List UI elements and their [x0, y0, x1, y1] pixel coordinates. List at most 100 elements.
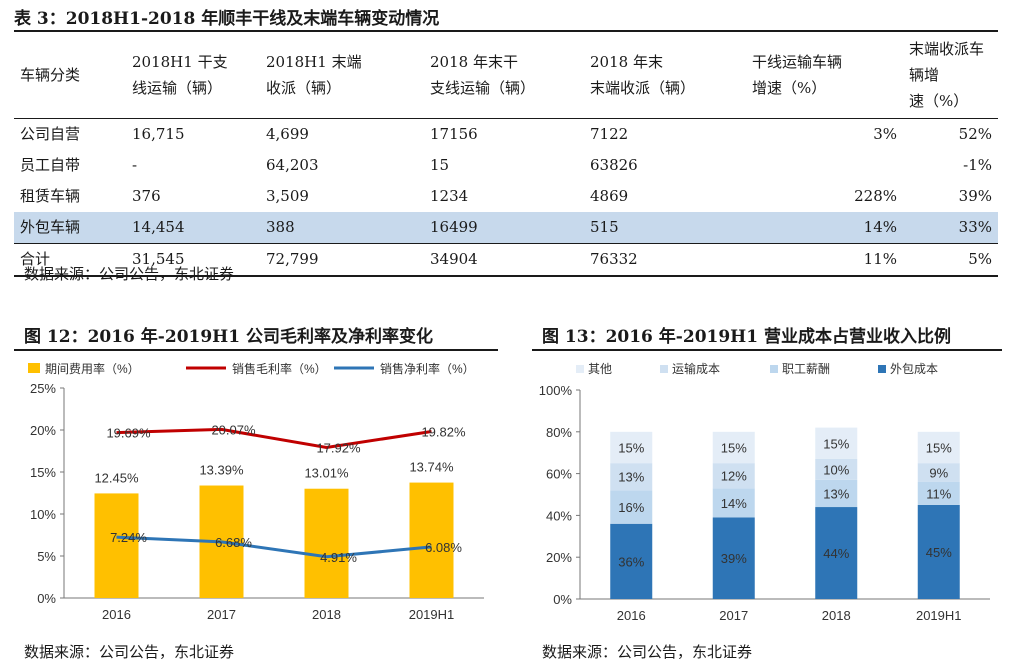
table-cell: 31,545	[126, 243, 260, 277]
segment-data-label: 45%	[926, 545, 952, 560]
table-cell: 16499	[424, 212, 584, 244]
line-data-label: 19.69%	[106, 426, 151, 441]
table-body: 公司自营 16,715 4,699 17156 7122 3% 52% 员工自带 - 64,203…	[14, 119, 998, 277]
x-tick-label: 2019H1	[916, 608, 962, 623]
x-tick-label: 2017	[207, 607, 236, 622]
table-cell: 5%	[903, 243, 998, 277]
segment-data-label: 39%	[721, 551, 747, 566]
table-cell: 39%	[958, 187, 992, 205]
x-tick-label: 2016	[617, 608, 646, 623]
legend-label: 期间费用率（%）	[45, 361, 140, 376]
table-cell: 17156	[430, 125, 478, 143]
row-label: 公司自营	[20, 125, 81, 143]
table-cell: 34904	[424, 243, 584, 277]
segment-data-label: 44%	[823, 546, 849, 561]
legend-label: 外包成本	[890, 362, 938, 376]
row-label: 合计	[14, 243, 126, 277]
table-header-row: 车辆分类 2018H1 干支 线运输（辆） 2018H1 末端 收派（辆） 2018…	[14, 30, 998, 119]
table-cell: 4869	[590, 187, 629, 205]
table-source: 数据来源：公司公告，东北证券	[24, 265, 235, 283]
table-cell	[746, 150, 903, 181]
row-label: 租赁车辆	[20, 187, 81, 205]
line-data-label: 20.07%	[211, 422, 256, 437]
y-tick-label: 60%	[546, 467, 572, 482]
table-cell: 52%	[958, 125, 992, 143]
table-cell: 11%	[746, 243, 903, 277]
legend-label: 销售毛利率（%）	[232, 361, 327, 376]
bar	[94, 493, 139, 598]
row-label: 员工自带	[20, 156, 81, 174]
figure-12-rule	[14, 349, 498, 351]
table-cell: 33%	[903, 212, 998, 244]
legend-swatch	[28, 363, 40, 373]
table-cell: -	[132, 156, 138, 174]
table-cell: 3%	[873, 125, 897, 143]
segment-data-label: 15%	[618, 440, 644, 455]
stacked-bar-segment	[917, 481, 960, 505]
x-tick-label: 2018	[312, 607, 341, 622]
y-tick-label: 5%	[37, 549, 56, 564]
segment-data-label: 13%	[618, 470, 644, 485]
stacked-bar-segment	[815, 458, 858, 480]
table-cell: -1%	[963, 156, 992, 174]
stacked-bar-segment	[917, 504, 960, 599]
legend-label: 其他	[588, 362, 612, 376]
line-data-label: 7.24%	[110, 530, 147, 545]
table-row: 公司自营 16,715 4,699 17156 7122 3% 52%	[14, 119, 998, 151]
stacked-bar-segment	[712, 431, 755, 464]
segment-data-label: 13%	[823, 486, 849, 501]
x-tick-label: 2017	[719, 608, 748, 623]
stacked-bar-segment	[712, 488, 755, 518]
header-cell: 2018 年末干 支线运输（辆）	[424, 30, 584, 119]
table-cell: 16,715	[132, 125, 185, 143]
cost-ratio-chart: 其他 运输成本 职工薪酬 外包成本 0% 20% 40% 60% 80% 100% 2016 2017…	[539, 361, 990, 623]
figure-13-title: 图 13：2016 年-2019H1 营业成本占营业收入比例	[542, 327, 951, 347]
series-line	[116, 535, 432, 559]
legend-swatch	[878, 365, 886, 373]
table-cell: 14,454	[126, 212, 260, 244]
table-cell: 228%	[854, 187, 897, 205]
table-cell: 376	[132, 187, 161, 205]
legend-label: 职工薪酬	[782, 362, 830, 376]
stacked-bar-segment	[610, 463, 653, 491]
segment-data-label: 9%	[929, 466, 948, 481]
segment-data-label: 15%	[823, 436, 849, 451]
legend-label: 运输成本	[672, 361, 720, 376]
figure-13-source: 数据来源：公司公告，东北证券	[542, 643, 753, 661]
bar	[409, 482, 454, 598]
table-cell: 15	[430, 156, 450, 174]
stacked-bar-segment	[815, 507, 858, 599]
y-tick-label: 40%	[546, 508, 572, 523]
line-data-label: 17.92%	[316, 440, 361, 455]
table-cell: 7122	[590, 125, 629, 143]
table-cell: 3,509	[266, 187, 309, 205]
table-row: 外包车辆 14,454 388 16499 515 14% 33%	[14, 212, 998, 244]
x-tick-label: 2016	[102, 607, 131, 622]
segment-data-label: 11%	[926, 486, 951, 501]
table-row: 合计 31,545 72,799 34904 76332 11% 5%	[14, 243, 998, 277]
bar-data-label: 13.74%	[409, 460, 454, 475]
x-tick-label: 2019H1	[409, 607, 455, 622]
y-tick-label: 0%	[553, 592, 572, 607]
table-cell: 1234	[430, 187, 469, 205]
y-tick-label: 25%	[30, 381, 56, 396]
line-data-label: 19.82%	[421, 425, 466, 440]
table-cell: 63826	[590, 156, 638, 174]
header-cell: 2018H1 末端 收派（辆）	[260, 30, 424, 119]
segment-data-label: 12%	[721, 469, 747, 484]
table-cell: 388	[260, 212, 424, 244]
y-tick-label: 80%	[546, 425, 572, 440]
figure-13-rule	[532, 349, 1002, 351]
header-cell: 2018H1 干支 线运输（辆）	[126, 30, 260, 119]
line-data-label: 6.08%	[425, 540, 462, 555]
x-tick-label: 2018	[822, 608, 851, 623]
table-row: 员工自带 - 64,203 15 63826 -1%	[14, 150, 998, 181]
segment-data-label: 15%	[926, 440, 952, 455]
legend-label: 销售净利率（%）	[380, 361, 475, 376]
table-row: 租赁车辆 376 3,509 1234 4869 228% 39%	[14, 181, 998, 212]
table-cell: 515	[584, 212, 746, 244]
stacked-bar-segment	[815, 479, 858, 508]
legend-swatch	[576, 365, 584, 373]
margin-chart: 期间费用率（%） 销售毛利率（%） 销售净利率（%） 0% 5% 10% 15% 20% 25%…	[28, 361, 484, 622]
table-cell: 72,799	[260, 243, 424, 277]
